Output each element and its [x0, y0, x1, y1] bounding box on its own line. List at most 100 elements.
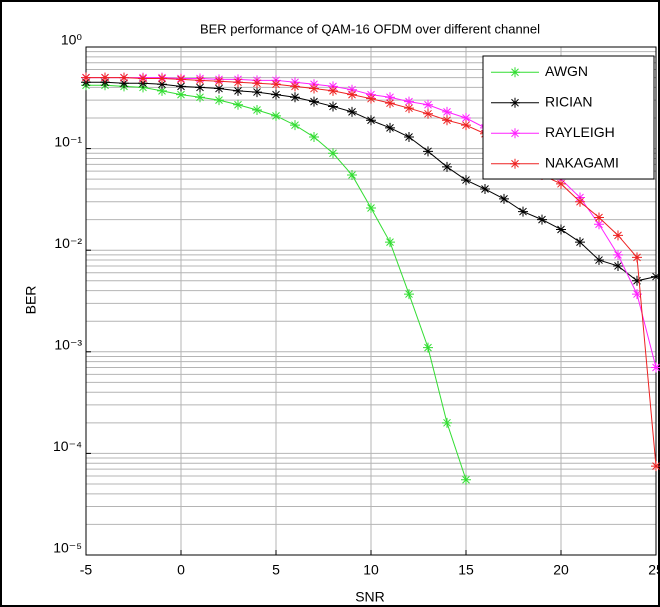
marker [556, 178, 566, 189]
y-axis-label: BER [23, 286, 39, 315]
marker [423, 99, 433, 110]
marker [461, 113, 471, 124]
legend-label: RICIAN [545, 93, 592, 109]
marker [385, 237, 395, 248]
marker [309, 96, 319, 107]
marker [138, 73, 148, 84]
x-axis-label: SNR [355, 589, 385, 605]
marker [176, 74, 186, 85]
marker [442, 106, 452, 117]
marker [290, 120, 300, 131]
x-tick-label: 5 [272, 562, 280, 578]
marker [575, 196, 585, 207]
marker [271, 110, 281, 121]
x-tick-label: 15 [458, 562, 474, 578]
axes-box [85, 46, 657, 556]
y-tick-label: 10⁻¹ [54, 133, 82, 149]
legend-marker [510, 128, 520, 139]
chart-title: BER performance of QAM-16 OFDM over diff… [200, 21, 540, 36]
marker [233, 85, 243, 96]
marker [613, 230, 623, 241]
marker [157, 85, 167, 96]
marker [309, 132, 319, 143]
marker [594, 255, 604, 266]
x-tick-label: 0 [177, 562, 185, 578]
marker [290, 81, 300, 92]
marker [366, 115, 376, 126]
marker [81, 72, 91, 83]
marker [195, 82, 205, 93]
x-tick-label: 25 [648, 562, 660, 578]
y-tick-label: 10⁻² [54, 235, 82, 251]
legend-label: AWGN [545, 63, 588, 79]
x-tick-label: -5 [80, 562, 93, 578]
marker [537, 214, 547, 225]
y-tick-label: 10⁻⁵ [53, 540, 82, 556]
y-tick-label: 10⁰ [61, 32, 83, 48]
marker [252, 78, 262, 89]
marker [651, 461, 660, 472]
marker [100, 72, 110, 83]
marker [594, 219, 604, 230]
marker [157, 79, 167, 90]
marker [632, 275, 642, 286]
marker [309, 83, 319, 94]
marker [195, 92, 205, 103]
marker [385, 98, 395, 109]
marker [252, 104, 262, 115]
marker [214, 83, 224, 94]
marker [195, 75, 205, 86]
marker [290, 92, 300, 103]
marker [233, 99, 243, 110]
marker [366, 203, 376, 214]
y-tick-label: 10⁻⁴ [53, 438, 82, 454]
marker [404, 289, 414, 300]
x-tick-label: 20 [553, 562, 569, 578]
marker [347, 169, 357, 180]
marker [233, 77, 243, 88]
marker [119, 78, 129, 89]
marker [385, 122, 395, 133]
marker [404, 96, 414, 107]
y-tick-label: 10⁻³ [54, 337, 82, 353]
marker [119, 72, 129, 83]
marker [575, 237, 585, 248]
marker [347, 106, 357, 117]
marker [385, 92, 395, 103]
marker [632, 252, 642, 263]
legend-label: NAKAGAMI [545, 154, 619, 170]
marker [423, 342, 433, 353]
marker [556, 224, 566, 235]
marker [328, 148, 338, 159]
marker [461, 175, 471, 186]
marker [613, 249, 623, 260]
marker [518, 206, 528, 217]
legend-label: RAYLEIGH [545, 124, 615, 140]
marker [176, 81, 186, 92]
legend-marker [510, 158, 520, 169]
x-tick-label: 10 [363, 562, 379, 578]
marker [499, 193, 509, 204]
marker [423, 146, 433, 157]
marker [613, 260, 623, 271]
marker [442, 161, 452, 172]
marker [176, 89, 186, 100]
marker [461, 120, 471, 131]
marker [157, 73, 167, 84]
marker [632, 289, 642, 300]
marker [461, 474, 471, 485]
marker [480, 184, 490, 195]
marker [328, 101, 338, 112]
marker [651, 362, 660, 373]
legend-box [482, 55, 655, 180]
marker [366, 93, 376, 104]
marker [651, 271, 660, 282]
legend-marker [510, 97, 520, 108]
marker [252, 87, 262, 98]
marker [442, 115, 452, 126]
marker [214, 95, 224, 106]
marker [271, 89, 281, 100]
marker [423, 108, 433, 119]
